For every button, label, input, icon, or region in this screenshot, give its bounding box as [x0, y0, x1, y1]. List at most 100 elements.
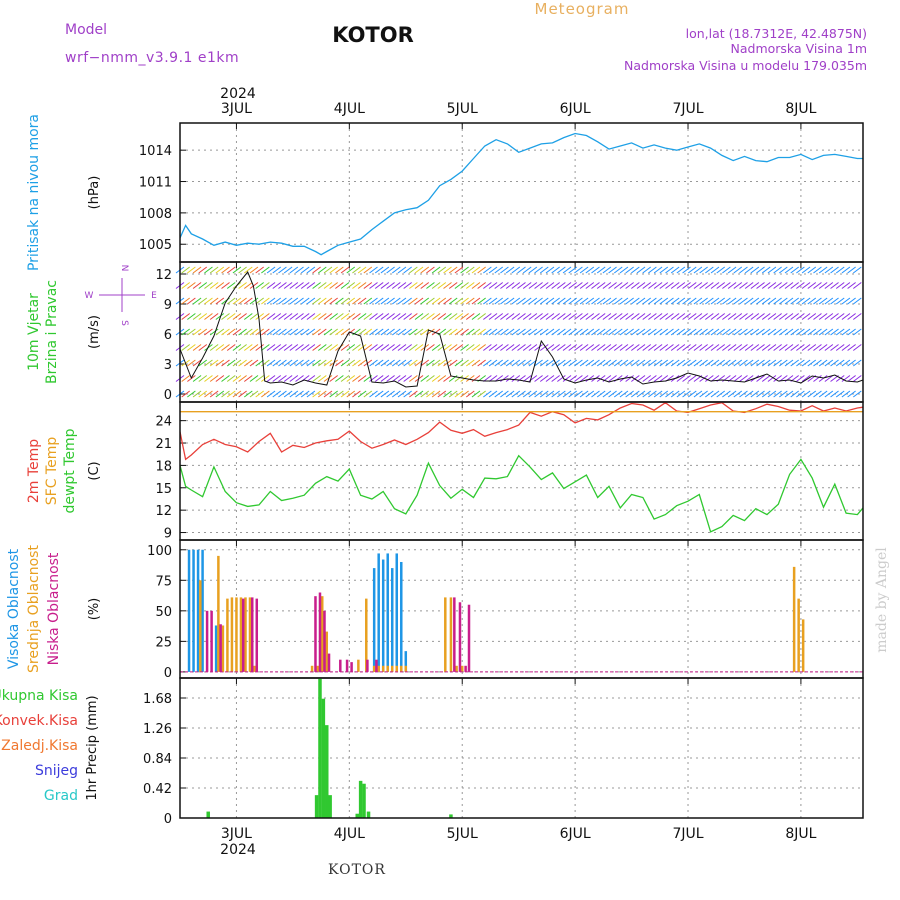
wind-barb: [414, 297, 424, 305]
wind-barb: [226, 328, 236, 336]
wind-barb: [209, 375, 219, 382]
wind-barb: [767, 297, 777, 305]
wind-barb: [551, 375, 560, 382]
wind-barb: [300, 313, 310, 320]
wind-barb: [295, 313, 304, 320]
wind-barb: [505, 266, 515, 274]
wind-barb: [608, 328, 617, 336]
wind-barb: [209, 266, 219, 274]
compass-rose: N S W E: [85, 265, 158, 327]
wind-barb: [460, 390, 469, 398]
wind-barb: [198, 297, 208, 305]
wind-barb: [767, 266, 777, 274]
wind-barb: [750, 266, 760, 274]
wind-barb: [255, 359, 264, 367]
wind-barb: [517, 297, 526, 305]
wind-barb: [483, 390, 492, 398]
wind-barb: [659, 297, 669, 305]
wind-barb: [317, 282, 327, 289]
wind-barb: [448, 282, 458, 289]
wind-barb: [420, 390, 430, 398]
wind-barb: [437, 266, 447, 274]
wind-barb: [266, 375, 276, 382]
wind-barb: [477, 328, 486, 336]
wind-barb: [557, 375, 566, 382]
wind-barb: [682, 313, 691, 320]
panel-frame: [179, 677, 864, 819]
wind-barb: [454, 359, 464, 367]
wind-barb: [779, 297, 788, 305]
wind-barb: [306, 313, 316, 320]
wind-barb: [346, 390, 356, 398]
wind-barb: [226, 359, 236, 367]
wind-barb: [471, 390, 481, 398]
wind-barb: [642, 266, 652, 274]
wind-barb: [557, 297, 566, 305]
wind-barb: [357, 390, 367, 398]
wind-barb: [801, 266, 811, 274]
wind-barb: [767, 313, 777, 320]
wind-barb: [551, 297, 560, 305]
wind-barb: [596, 266, 606, 274]
wind-barb: [574, 297, 583, 305]
wind-barb: [648, 282, 657, 289]
wind-barb: [619, 390, 629, 398]
panel-pressure: 1005 1008 1011 1014 (hPa): [87, 122, 864, 263]
wind-barb: [539, 390, 549, 398]
wind-barb: [352, 390, 361, 398]
wind-barb: [744, 297, 754, 305]
wind-barb: [255, 375, 264, 382]
wind-barb: [522, 375, 532, 382]
wind-barb: [403, 344, 412, 351]
wind-barb: [773, 359, 782, 367]
wind-barb: [409, 328, 418, 336]
wind-barb: [352, 282, 361, 289]
wind-barb: [727, 328, 737, 336]
wind-barb: [579, 313, 589, 320]
wind-barb: [340, 282, 350, 289]
wind-barb: [283, 344, 293, 351]
wind-barb: [693, 313, 703, 320]
wind-barb: [733, 297, 743, 305]
wind-barb: [261, 375, 270, 382]
bar: [404, 665, 408, 672]
wind-barb: [710, 266, 720, 274]
wind-barb: [488, 359, 498, 367]
wind-barb: [659, 282, 669, 289]
y-tick-label: 25: [155, 635, 172, 650]
wind-barb: [306, 375, 316, 382]
wind-barb: [767, 282, 777, 289]
wind-barb: [608, 282, 617, 289]
wind-barb: [448, 313, 458, 320]
wind-barb: [847, 344, 856, 351]
wind-barb: [853, 266, 862, 274]
wind-barb: [670, 266, 680, 274]
wind-barb: [295, 344, 304, 351]
wind-barb: [830, 297, 839, 305]
wind-barb: [221, 328, 230, 336]
wind-barb: [477, 390, 486, 398]
wind-barb: [796, 390, 805, 398]
wind-barb: [409, 390, 418, 398]
wind-barb: [625, 282, 634, 289]
wind-barb: [841, 344, 851, 351]
wind-barb: [352, 359, 361, 367]
wind-barb: [335, 359, 344, 367]
wind-barb: [391, 375, 401, 382]
wind-barb: [779, 359, 788, 367]
bar: [196, 549, 200, 672]
wind-barb: [352, 344, 361, 351]
wind-barb: [403, 328, 412, 336]
wind-barb: [192, 375, 202, 382]
wind-barb: [266, 328, 276, 336]
wind-barb: [722, 297, 731, 305]
wind-barb: [431, 390, 441, 398]
wind-barb: [682, 344, 691, 351]
wind-barb: [317, 344, 327, 351]
bar: [381, 559, 385, 672]
wind-barb: [511, 344, 521, 351]
wind-barb: [608, 313, 617, 320]
wind-barb: [636, 266, 646, 274]
wind-barb: [238, 328, 247, 336]
